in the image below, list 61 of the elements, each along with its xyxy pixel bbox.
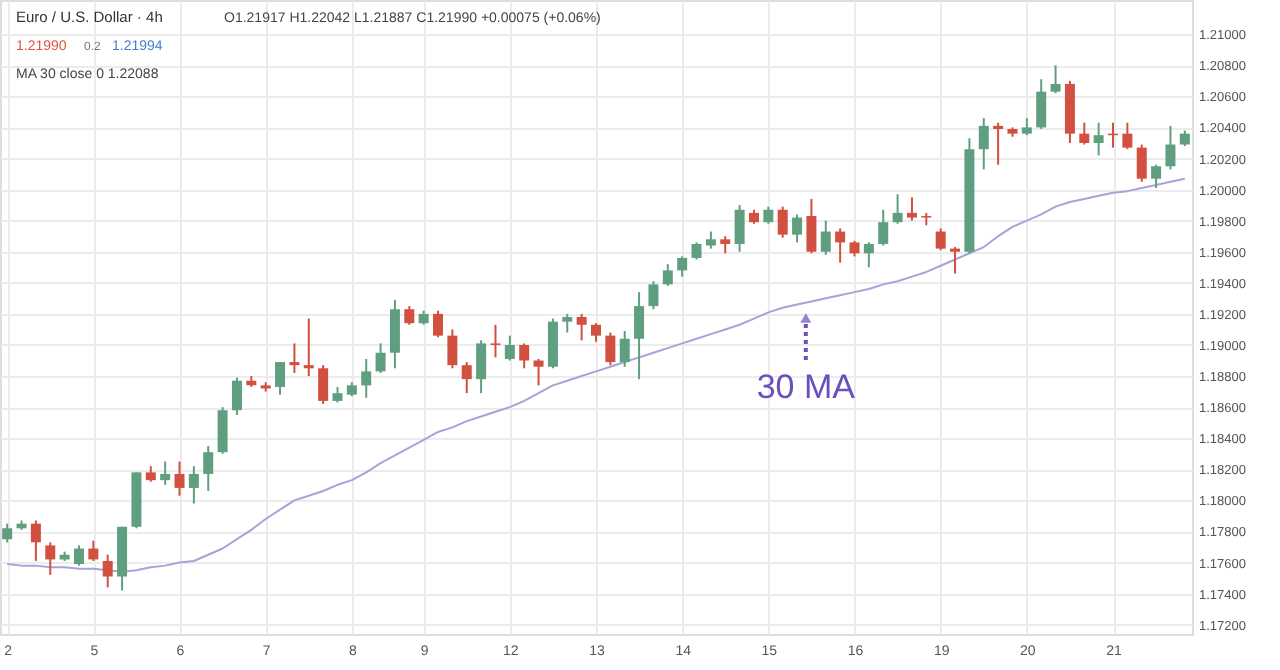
candlestick — [73, 544, 84, 567]
candlestick — [389, 298, 400, 370]
candlestick — [1093, 121, 1104, 157]
candlestick — [1050, 64, 1061, 95]
candlestick — [102, 553, 113, 589]
candlestick — [605, 331, 616, 367]
candlestick — [88, 539, 99, 562]
candlestick — [461, 361, 472, 395]
candlestick — [433, 309, 444, 339]
candlestick — [318, 364, 329, 406]
candlestick — [476, 339, 487, 395]
candlestick — [734, 204, 745, 253]
candlestick — [519, 342, 530, 370]
candlestick — [978, 117, 989, 171]
candlestick — [634, 291, 645, 381]
candlestick — [490, 323, 501, 359]
candlestick — [648, 280, 659, 311]
candlestick — [1036, 78, 1047, 130]
candlestick — [303, 317, 314, 378]
candlestick — [30, 519, 41, 562]
candlestick — [547, 317, 558, 370]
candlestick — [892, 193, 903, 225]
candlestick — [533, 357, 544, 387]
candlestick — [591, 322, 601, 343]
candlestick — [576, 312, 587, 342]
candlestick — [662, 263, 673, 287]
candlestick — [820, 219, 831, 256]
candlestick — [906, 196, 917, 222]
candlestick — [792, 213, 803, 244]
candlestick — [160, 460, 171, 486]
candlestick — [835, 227, 846, 264]
candlestick — [1136, 143, 1147, 183]
candlestick — [950, 246, 961, 275]
candlestick — [1079, 121, 1090, 146]
candlestick — [619, 329, 630, 368]
candlestick — [1122, 121, 1133, 151]
candlestick — [231, 376, 242, 416]
candlestick — [993, 121, 1004, 166]
candlestick — [275, 361, 286, 396]
candlestick — [935, 227, 946, 252]
candlestick — [289, 342, 300, 374]
candlestick — [806, 197, 817, 255]
candlestick — [203, 444, 214, 493]
annotation: 30 MA — [756, 367, 857, 406]
candlestick — [2, 522, 13, 544]
candlestick — [174, 460, 185, 497]
candlestick — [1151, 163, 1162, 190]
candlestick — [447, 328, 458, 370]
candlestick — [188, 465, 199, 505]
candlestick — [217, 406, 228, 455]
candlestick — [677, 255, 688, 278]
candlestick — [45, 541, 56, 576]
candlestick — [361, 357, 372, 399]
candlestick — [562, 312, 573, 334]
candlestick — [504, 334, 515, 362]
candlestick — [863, 241, 874, 269]
candlestick — [404, 305, 415, 326]
candlestick — [777, 205, 788, 239]
candlestick — [878, 208, 889, 247]
candlestick — [1165, 124, 1176, 171]
candlestick — [375, 342, 386, 374]
